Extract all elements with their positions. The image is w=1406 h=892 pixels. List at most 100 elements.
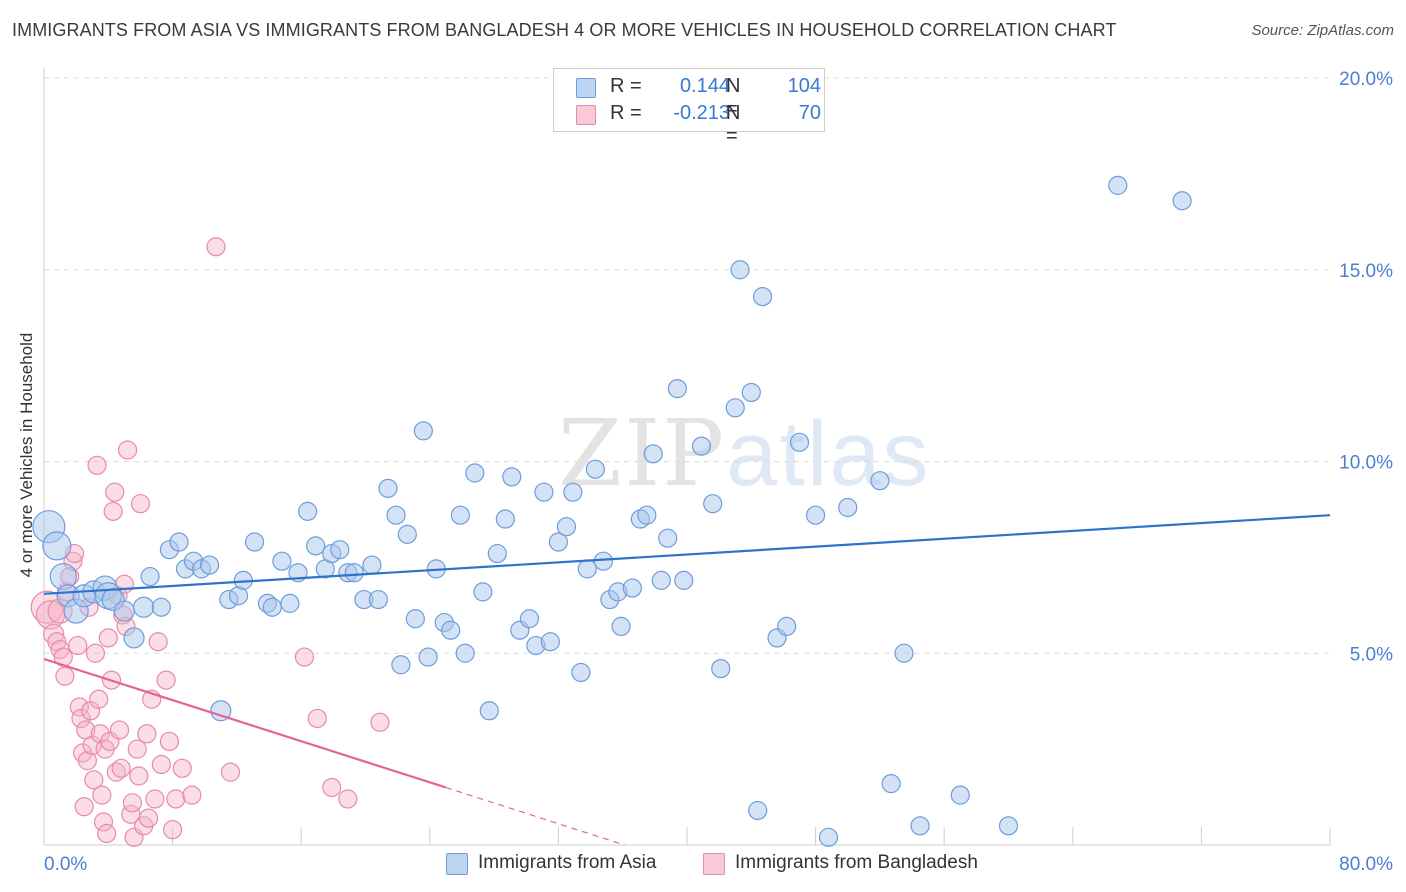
asia-point xyxy=(413,421,433,441)
correlation-legend: R = 0.144 N = 104 R = -0.213 N = 70 xyxy=(553,68,825,147)
bangladesh-point xyxy=(307,708,327,729)
asia-point xyxy=(910,816,930,836)
asia-point xyxy=(441,620,461,640)
asia-point xyxy=(1172,191,1192,211)
bangladesh-point xyxy=(74,797,94,817)
bangladesh-point xyxy=(151,754,171,775)
asia-point xyxy=(691,436,712,456)
legend-n-label: N = xyxy=(726,75,741,120)
bangladesh-point xyxy=(89,689,109,709)
bangladesh-point xyxy=(130,494,151,514)
asia-point xyxy=(140,566,160,587)
tick-labels: 5.0% 10.0% 15.0% 20.0% 0.0% 80.0% xyxy=(44,69,1393,875)
asia-point xyxy=(894,643,914,663)
legend-r-label: R = xyxy=(610,102,642,124)
asia-point xyxy=(651,570,671,590)
asia-points xyxy=(32,175,1192,847)
asia-point xyxy=(418,647,438,667)
asia-point xyxy=(344,563,364,583)
bangladesh-point xyxy=(97,823,117,844)
bangladesh-point xyxy=(105,482,125,502)
asia-point xyxy=(397,524,417,544)
asia-point xyxy=(577,559,597,579)
legend-r-label: R = xyxy=(610,75,642,97)
bangladesh-point xyxy=(137,724,157,744)
asia-point xyxy=(789,432,810,452)
asia-point xyxy=(479,701,499,721)
asia-point xyxy=(386,505,406,525)
asia-point xyxy=(818,827,839,847)
bangladesh-point xyxy=(68,635,88,656)
asia-point xyxy=(950,785,970,805)
y-tick-label: 20.0% xyxy=(1339,69,1393,90)
y-tick-label: 5.0% xyxy=(1350,644,1393,665)
bangladesh-point xyxy=(145,789,165,809)
bangladesh-point xyxy=(127,739,147,759)
bangladesh-point xyxy=(182,785,202,805)
legend-n-label: N = xyxy=(726,102,741,147)
bangladesh-point xyxy=(85,643,106,663)
asia-point xyxy=(674,570,694,590)
asia-point xyxy=(777,616,797,637)
asia-point xyxy=(725,398,745,418)
bangladesh-point xyxy=(90,724,110,744)
asia-point xyxy=(711,658,731,679)
legend-swatch-bangladesh xyxy=(576,105,596,125)
bangladesh-point xyxy=(172,758,192,778)
bangladesh-point xyxy=(220,762,241,782)
asia-point xyxy=(378,478,398,498)
asia-point xyxy=(210,700,232,722)
asia-point xyxy=(637,505,657,525)
asia-point xyxy=(473,582,493,602)
asia-trend-line xyxy=(43,514,1331,595)
y-tick-label: 15.0% xyxy=(1339,261,1393,282)
asia-point xyxy=(391,655,411,675)
asia-point xyxy=(133,596,155,618)
asia-point xyxy=(113,600,135,622)
asia-point xyxy=(548,532,569,552)
asia-point xyxy=(870,471,890,491)
bangladesh-point xyxy=(117,440,138,460)
grid-lines xyxy=(44,77,1330,654)
bangladesh-point xyxy=(156,670,176,690)
bangladesh-point xyxy=(129,766,149,786)
bangladesh-point xyxy=(138,808,159,828)
asia-point xyxy=(556,517,577,537)
bangladesh-point xyxy=(159,731,179,752)
asia-point xyxy=(199,555,220,575)
bangladesh-point xyxy=(163,820,183,840)
watermark-atlas: atlas xyxy=(726,403,931,505)
legend-n-value: 104 xyxy=(787,75,821,97)
bangladesh-point xyxy=(92,785,112,805)
asia-point xyxy=(563,482,583,502)
asia-point xyxy=(306,536,326,556)
watermark: ZIPatlas xyxy=(558,400,931,507)
bangladesh-point xyxy=(84,770,104,790)
asia-point xyxy=(450,505,470,525)
bangladesh-point xyxy=(30,590,64,624)
asia-point xyxy=(330,540,350,560)
asia-point xyxy=(362,555,382,575)
bangladesh-point xyxy=(111,758,131,778)
bangladesh-point xyxy=(206,237,226,257)
bangladesh-point xyxy=(55,666,75,686)
x-tick-label: 80.0% xyxy=(1339,854,1393,875)
legend-r-value: 0.144 xyxy=(679,75,730,97)
asia-point xyxy=(298,501,318,521)
asia-point xyxy=(643,444,663,464)
asia-point xyxy=(262,597,282,617)
asia-point xyxy=(805,505,826,525)
x-tick-label: 0.0% xyxy=(44,854,87,875)
legend-r-value: -0.213 xyxy=(673,102,730,124)
asia-point xyxy=(998,816,1019,836)
asia-point xyxy=(465,463,485,483)
trend-lines xyxy=(43,514,1331,846)
asia-point xyxy=(622,578,642,598)
asia-point xyxy=(881,774,901,794)
bangladesh-point xyxy=(122,793,143,813)
bangladesh-trend-extension xyxy=(445,786,625,846)
bottom-legend-label-bangladesh: Immigrants from Bangladesh xyxy=(735,852,978,873)
bangladesh-point xyxy=(93,812,114,832)
y-tick-label: 10.0% xyxy=(1339,453,1393,474)
